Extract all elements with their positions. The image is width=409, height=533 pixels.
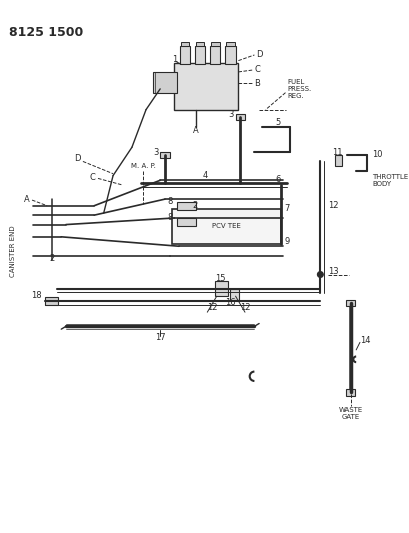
Text: 1: 1	[171, 55, 177, 64]
Bar	[195, 45, 205, 64]
Text: 3: 3	[153, 148, 158, 157]
Text: M. A. P.: M. A. P.	[130, 163, 155, 169]
Text: C: C	[89, 173, 95, 182]
Bar	[334, 155, 341, 166]
Circle shape	[317, 272, 322, 277]
Text: 8: 8	[166, 214, 172, 222]
Text: CANISTER END: CANISTER END	[10, 225, 16, 277]
Text: 8: 8	[166, 197, 172, 206]
Bar	[214, 281, 227, 296]
Bar	[226, 42, 234, 46]
Bar	[152, 72, 177, 93]
Text: FUEL
PRESS.
REG.: FUEL PRESS. REG.	[287, 79, 311, 99]
Text: D: D	[74, 154, 80, 163]
Text: C: C	[254, 64, 260, 74]
Bar	[45, 297, 58, 305]
Text: 8125 1500: 8125 1500	[9, 26, 83, 39]
Bar	[160, 152, 169, 158]
Bar	[209, 45, 220, 64]
Text: 5: 5	[275, 118, 280, 127]
Text: WASTE
GATE: WASTE GATE	[337, 407, 362, 419]
Text: 12: 12	[206, 303, 217, 312]
Text: 16: 16	[224, 298, 235, 308]
Bar	[345, 389, 354, 396]
Text: 11: 11	[331, 149, 342, 157]
Bar	[345, 300, 354, 305]
Text: 14: 14	[359, 336, 370, 345]
Text: 18: 18	[31, 290, 41, 300]
Text: 3: 3	[228, 110, 233, 119]
Text: 2: 2	[49, 254, 54, 263]
Bar	[180, 45, 190, 64]
Bar	[180, 42, 189, 46]
Text: 17: 17	[155, 333, 165, 342]
Text: 12: 12	[327, 201, 337, 210]
Text: THROTTLE
BODY: THROTTLE BODY	[371, 174, 407, 187]
Text: 6: 6	[274, 175, 280, 184]
Text: 9: 9	[284, 237, 289, 246]
Text: 12: 12	[239, 303, 249, 312]
Text: 10: 10	[371, 150, 382, 159]
Text: 2: 2	[192, 201, 197, 210]
Bar	[174, 62, 238, 110]
Text: D: D	[255, 51, 262, 60]
Text: B: B	[254, 79, 260, 88]
Text: 15: 15	[214, 274, 225, 283]
Text: 4: 4	[202, 171, 207, 180]
Text: 7: 7	[284, 204, 290, 213]
Bar	[196, 42, 204, 46]
Bar	[172, 208, 280, 244]
Bar	[235, 114, 245, 120]
Bar	[225, 45, 235, 64]
Text: A: A	[193, 126, 198, 135]
Text: PCV TEE: PCV TEE	[211, 223, 240, 229]
Bar	[177, 202, 196, 211]
Bar	[229, 289, 239, 300]
Bar	[177, 218, 196, 227]
Text: A: A	[23, 195, 29, 204]
Text: 13: 13	[327, 267, 338, 276]
Bar	[211, 42, 219, 46]
